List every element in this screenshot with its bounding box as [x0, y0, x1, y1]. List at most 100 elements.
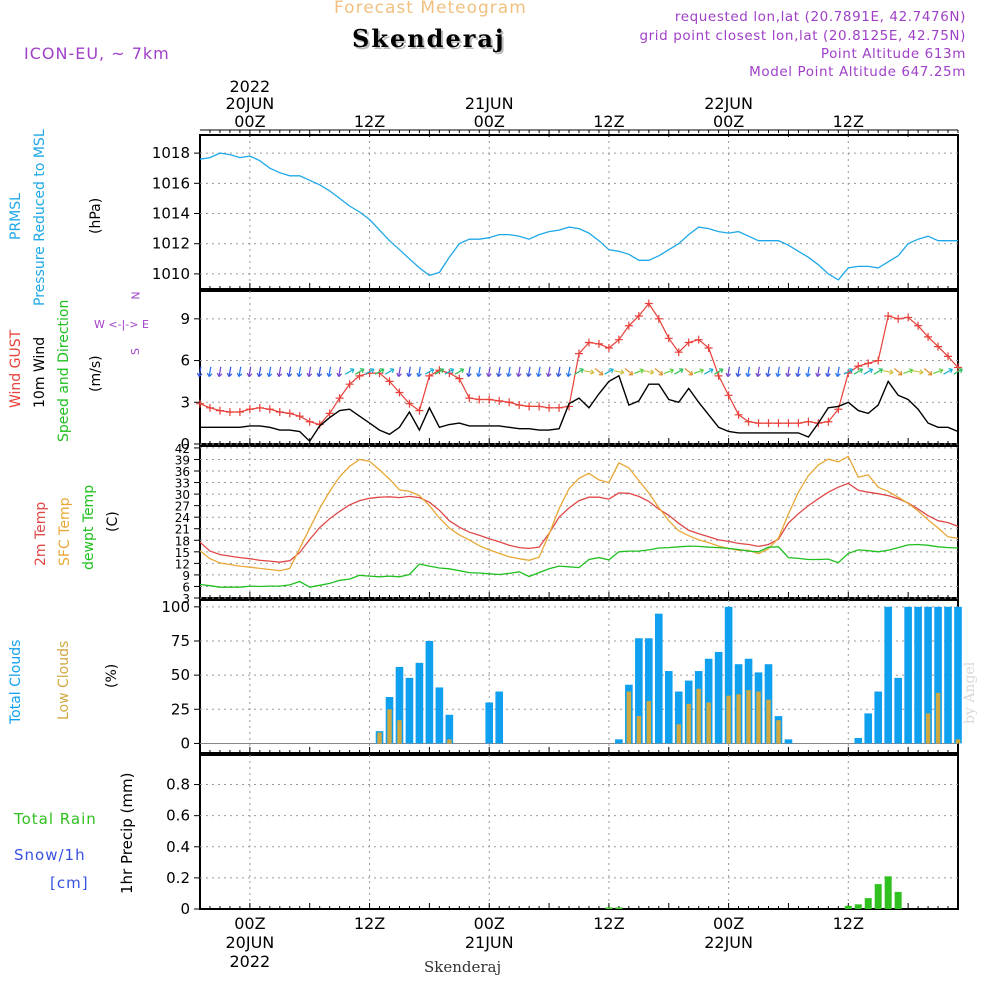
gust-marker: [275, 408, 284, 417]
rain-bar: [844, 905, 852, 909]
total-cloud-bar: [934, 606, 942, 744]
wind-arrow-head: [590, 369, 595, 375]
gust-marker: [355, 371, 364, 380]
y-tick-label: 0: [180, 435, 190, 453]
wind-arrow: [574, 368, 584, 375]
rain-bar: [894, 891, 902, 909]
y-tick-label: 24: [175, 511, 190, 525]
y-tick-label: 75: [171, 632, 190, 650]
wind-arrow: [727, 366, 731, 377]
gust-marker: [734, 410, 743, 419]
bottom-time-label: 00Z: [474, 914, 505, 933]
wind-arrow-head: [359, 368, 365, 374]
pressure-line: [199, 152, 958, 281]
total-cloud-bar: [645, 638, 653, 744]
rain-bar: [864, 898, 872, 909]
total-cloud-bar: [445, 714, 454, 744]
gust-marker: [555, 403, 564, 412]
bottom-time-label: 12Z: [593, 914, 624, 933]
wind-arrow: [863, 368, 873, 375]
wind-arrow-head: [919, 369, 924, 375]
y-tick-label: 30: [175, 488, 190, 502]
y-tick-label: 1014: [152, 205, 190, 223]
wind-arrow: [467, 366, 471, 377]
y-tick-label: 33: [175, 477, 190, 491]
wind-arrow-head: [679, 368, 684, 374]
wind-arrow: [836, 366, 840, 377]
wind-arrow-head: [336, 372, 343, 378]
wind-arrow: [328, 366, 332, 377]
y-tick-label: 0.8: [166, 776, 190, 794]
panel-frame: [199, 599, 959, 754]
rain-bar: [605, 907, 613, 909]
wind-arrow-head: [535, 372, 542, 378]
y-tick-label: 15: [175, 546, 190, 560]
chart-kind-title: Forecast Meteogram: [334, 0, 527, 18]
wind-arrow-head: [639, 368, 645, 374]
wind-arrow: [308, 366, 312, 377]
wind-arrow: [767, 366, 770, 377]
wind-arrow-head: [206, 372, 213, 378]
wind-arrow: [613, 370, 624, 374]
gust-marker: [225, 408, 234, 417]
gust-marker: [784, 419, 793, 428]
rain-bar: [615, 907, 623, 909]
panel-frame: [199, 290, 959, 445]
wind-arrow-head: [897, 370, 903, 376]
bottom-time-label: 22JUN: [704, 933, 753, 952]
wind-arrow-head: [938, 368, 944, 374]
wind-arrow: [477, 366, 481, 377]
gust-marker: [614, 335, 623, 344]
gust-marker: [744, 417, 753, 426]
wind-arrow: [288, 366, 292, 377]
gust-marker: [196, 399, 204, 408]
wind-arrow-head: [735, 372, 742, 378]
gust-marker: [575, 349, 583, 358]
gust-marker: [545, 403, 554, 412]
low-cloud-bar: [935, 692, 941, 744]
wind-arrow: [298, 366, 302, 377]
wind-arrow: [816, 366, 820, 377]
bottom-time-label: 21JUN: [465, 933, 514, 952]
y-tick-label: 0.2: [166, 869, 190, 887]
snow-label: Snow/1h: [14, 846, 86, 864]
wind-arrow: [624, 367, 634, 376]
y-tick-label: 1012: [152, 235, 190, 253]
y-tick-label: 0: [180, 734, 190, 752]
wind-arrow-head: [406, 372, 412, 378]
wind-arrow: [604, 368, 614, 375]
top-time-label: 12Z: [593, 112, 624, 131]
gust-marker: [485, 395, 494, 404]
wind-arrow-head: [545, 372, 552, 378]
total-cloud-bar: [884, 606, 892, 744]
y-tick-label: 9: [182, 569, 190, 583]
wind-arrow: [583, 370, 595, 374]
wind-arrow-head: [226, 372, 233, 378]
y-tick-label: 21: [175, 523, 190, 537]
y-tick-label: 6: [182, 580, 190, 594]
wind-arrow-head: [699, 368, 704, 374]
total-cloud-bar: [714, 651, 723, 744]
wind-arrow: [853, 368, 863, 375]
y-tick-label: 3: [180, 393, 190, 411]
wind-arrow-head: [795, 372, 801, 378]
gust-marker: [584, 338, 593, 347]
wind-arrow: [663, 369, 674, 374]
gust-marker: [684, 338, 693, 347]
gust-marker: [694, 335, 703, 344]
wind-arrow: [547, 366, 551, 377]
wind-arrow-head: [805, 372, 811, 378]
low-cloud-bar: [746, 690, 751, 744]
y-tick-label: 0.6: [166, 807, 190, 825]
top-time-label: 00Z: [713, 112, 744, 131]
y-tick-label: 1016: [152, 174, 190, 192]
low-cloud-bar: [706, 702, 711, 744]
model-altitude: Model Point Altitude 647.25m: [749, 64, 966, 80]
wind-arrow: [537, 366, 541, 377]
low-cloud-bar: [686, 703, 691, 744]
low-cloud-bar: [447, 739, 452, 744]
wind-arrow: [933, 369, 943, 374]
gust-marker: [884, 312, 893, 321]
wind-arrow-head: [316, 372, 323, 378]
wind-arrow: [654, 367, 664, 376]
